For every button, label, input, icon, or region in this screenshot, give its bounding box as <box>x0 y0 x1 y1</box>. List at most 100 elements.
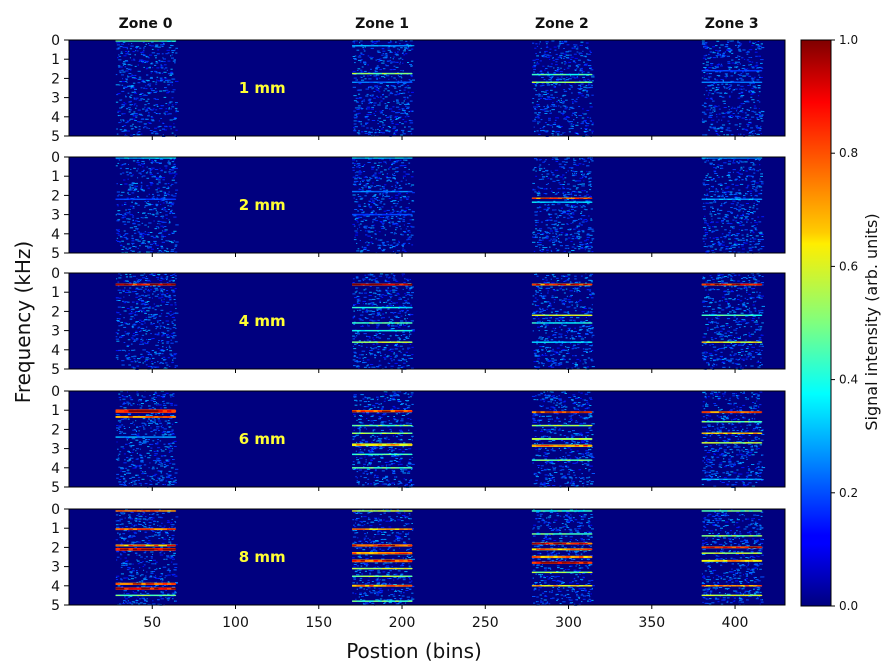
noise-speck <box>406 226 409 228</box>
noise-speck <box>174 134 176 136</box>
noise-speck <box>140 278 142 280</box>
noise-speck <box>709 89 712 91</box>
noise-speck <box>581 230 585 232</box>
noise-speck <box>758 239 762 240</box>
noise-speck <box>122 71 126 73</box>
noise-speck <box>127 64 131 66</box>
noise-speck <box>169 222 171 224</box>
noise-speck <box>367 203 370 205</box>
noise-speck <box>147 247 149 249</box>
noise-speck <box>121 349 125 351</box>
noise-speck <box>556 125 560 127</box>
noise-speck <box>562 100 565 102</box>
noise-speck <box>411 110 414 112</box>
band-segment <box>360 191 366 193</box>
noise-speck <box>743 103 745 104</box>
noise-speck <box>160 170 163 172</box>
noise-speck <box>166 81 170 83</box>
noise-speck <box>723 203 725 205</box>
noise-speck <box>554 213 558 215</box>
noise-speck <box>395 123 399 125</box>
noise-speck <box>392 208 394 210</box>
noise-speck <box>396 203 399 205</box>
noise-speck <box>128 194 131 195</box>
noise-speck <box>143 81 146 83</box>
noise-speck <box>574 206 578 208</box>
noise-speck <box>568 167 571 169</box>
band-segment <box>549 81 554 83</box>
noise-speck <box>706 109 709 111</box>
noise-speck <box>701 104 705 106</box>
noise-speck <box>539 71 543 73</box>
noise-speck <box>555 53 558 55</box>
noise-speck <box>747 184 750 186</box>
noise-speck <box>753 183 755 185</box>
noise-speck <box>153 131 157 133</box>
noise-speck <box>353 197 355 199</box>
noise-speck <box>712 52 716 54</box>
noise-speck <box>398 225 401 227</box>
noise-speck <box>748 121 752 123</box>
noise-speck <box>381 76 385 78</box>
noise-speck <box>378 207 381 209</box>
noise-speck <box>127 190 131 192</box>
noise-speck <box>166 126 168 128</box>
noise-speck <box>121 364 125 366</box>
noise-speck <box>403 224 405 226</box>
noise-speck <box>729 51 731 53</box>
noise-speck <box>386 104 388 106</box>
band-segment <box>579 81 584 83</box>
noise-speck <box>156 183 159 185</box>
noise-speck <box>558 124 560 126</box>
noise-speck <box>734 61 738 63</box>
noise-speck <box>589 67 592 69</box>
noise-speck <box>586 74 589 76</box>
noise-speck <box>164 125 167 127</box>
noise-speck <box>156 236 159 238</box>
noise-speck <box>395 186 398 188</box>
noise-speck <box>759 112 761 114</box>
noise-speck <box>553 105 558 107</box>
noise-speck <box>704 215 706 217</box>
noise-speck <box>120 274 122 276</box>
noise-speck <box>713 67 715 69</box>
noise-speck <box>140 185 143 187</box>
noise-speck <box>706 189 708 191</box>
noise-speck <box>152 242 155 244</box>
noise-speck <box>392 175 396 176</box>
band-segment <box>723 81 728 83</box>
noise-speck <box>356 89 361 91</box>
noise-speck <box>386 195 390 197</box>
noise-speck <box>140 87 143 89</box>
noise-speck <box>116 213 120 215</box>
noise-speck <box>128 164 129 165</box>
noise-speck <box>758 193 763 195</box>
band-segment <box>399 214 404 216</box>
noise-speck <box>365 117 368 119</box>
noise-speck <box>144 224 147 226</box>
noise-speck <box>734 66 738 68</box>
noise-speck <box>392 120 394 122</box>
noise-speck <box>710 178 715 180</box>
noise-speck <box>747 159 749 161</box>
noise-speck <box>547 213 551 215</box>
noise-speck <box>165 277 168 279</box>
noise-speck <box>579 177 583 179</box>
noise-speck <box>138 319 142 321</box>
noise-speck <box>168 233 171 235</box>
noise-speck <box>755 127 760 129</box>
noise-speck <box>540 250 544 252</box>
noise-speck <box>165 334 169 336</box>
noise-speck <box>587 116 589 118</box>
noise-speck <box>142 79 145 81</box>
zone-0-signal <box>115 40 179 137</box>
noise-speck <box>581 172 583 174</box>
noise-speck <box>721 128 724 130</box>
noise-speck <box>171 321 174 323</box>
noise-speck <box>715 201 717 203</box>
noise-speck <box>743 242 746 244</box>
noise-speck <box>124 66 127 68</box>
noise-speck <box>137 299 140 301</box>
noise-speck <box>577 91 581 93</box>
noise-speck <box>127 52 129 54</box>
